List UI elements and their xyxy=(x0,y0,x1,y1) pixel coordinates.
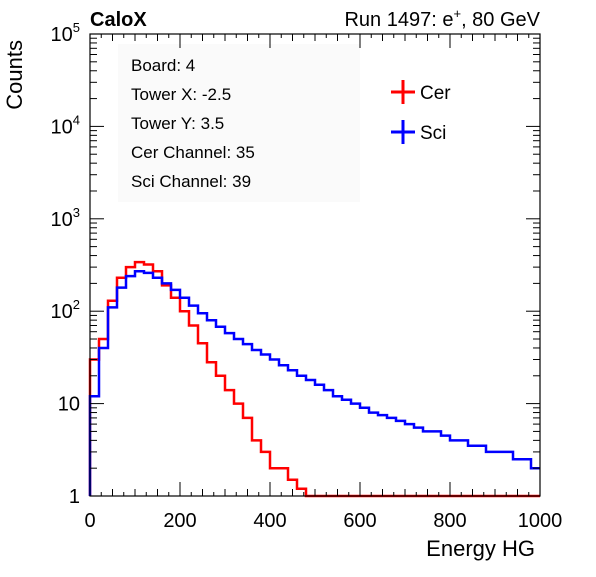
run-label: Run 1497: e+, 80 GeV xyxy=(344,6,540,31)
brand-label: CaloX xyxy=(90,9,147,31)
x-tick-label: 800 xyxy=(433,510,466,532)
series-layer xyxy=(88,260,540,498)
x-tick-label: 0 xyxy=(84,510,95,532)
y-tick-label: 103 xyxy=(51,205,80,231)
y-tick-label: 102 xyxy=(51,297,80,323)
x-axis-title: Energy HG xyxy=(426,536,535,561)
series-line-sci xyxy=(88,270,540,496)
y-tick-label: 105 xyxy=(51,20,80,46)
legend-label: Cer xyxy=(420,83,451,104)
info-line: Board: 4 xyxy=(131,56,195,75)
y-axis-title: Counts xyxy=(2,40,27,110)
x-tick-label: 400 xyxy=(253,510,286,532)
run-superscript: + xyxy=(453,6,461,21)
x-tick-label: 1000 xyxy=(518,510,563,532)
y-tick-label: 1 xyxy=(69,486,80,508)
info-line: Tower Y: 3.5 xyxy=(131,114,224,133)
axes-layer: 0 200 400 600 800 1000 1 10 102 103 104 105 xyxy=(51,20,563,532)
info-box-lines: Board: 4 Tower X: -2.5 Tower Y: 3.5 Cer Cha… xyxy=(131,56,255,191)
info-box xyxy=(118,44,360,202)
info-line: Tower X: -2.5 xyxy=(131,85,231,104)
x-tick-label: 200 xyxy=(163,510,196,532)
info-line: Cer Channel: 35 xyxy=(131,143,255,162)
info-line: Sci Channel: 39 xyxy=(131,172,251,191)
legend: Cer Sci xyxy=(391,80,451,144)
y-tick-label: 10 xyxy=(58,394,80,416)
y-tick-label: 104 xyxy=(51,112,80,138)
x-tick-label: 600 xyxy=(343,510,376,532)
legend-label: Sci xyxy=(420,123,446,144)
